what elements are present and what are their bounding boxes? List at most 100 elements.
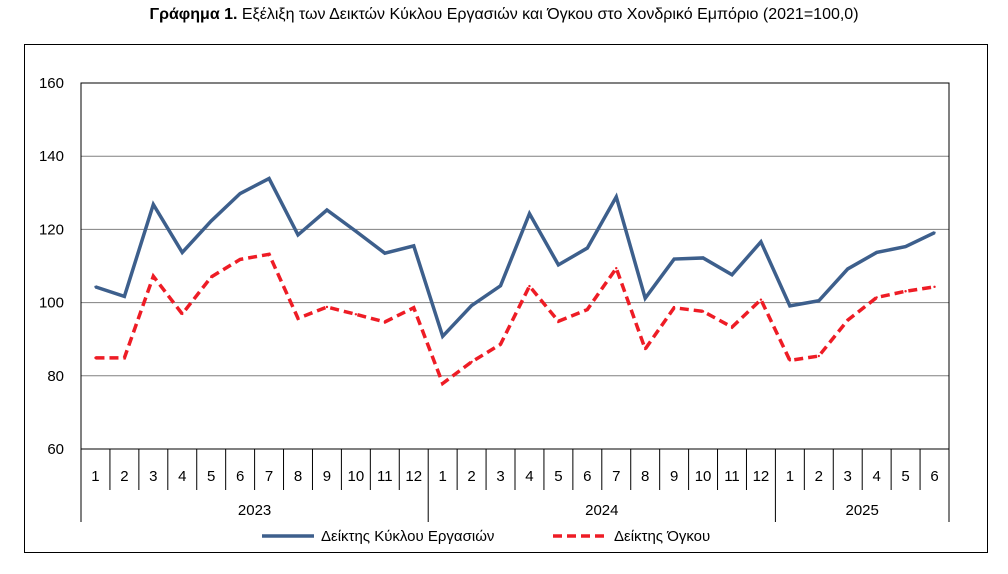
- data-point: [123, 295, 126, 298]
- data-point: [152, 275, 155, 278]
- x-tick-label: 10: [348, 468, 365, 485]
- x-tick-label: 5: [207, 468, 215, 485]
- data-point: [123, 356, 126, 360]
- data-point: [759, 298, 763, 301]
- data-point: [238, 258, 242, 261]
- x-tick-label: 1: [786, 468, 794, 485]
- x-tick-label: 9: [670, 468, 678, 485]
- data-point: [730, 325, 734, 329]
- data-point: [933, 285, 936, 289]
- x-tick-label: 1: [91, 468, 99, 485]
- x-tick-label: 4: [178, 468, 186, 485]
- data-point: [615, 266, 618, 270]
- data-point: [846, 318, 849, 322]
- y-tick-label: 80: [47, 368, 64, 385]
- data-point: [817, 299, 820, 302]
- year-label: 2024: [585, 502, 618, 519]
- data-point: [817, 354, 820, 358]
- data-point: [759, 240, 763, 244]
- data-point: [586, 308, 589, 311]
- data-point: [528, 284, 531, 288]
- series-line-2: [95, 252, 935, 387]
- x-tick-label: 5: [554, 468, 562, 485]
- data-point: [499, 343, 502, 346]
- x-tick-label: 7: [612, 468, 620, 485]
- data-point: [181, 312, 184, 316]
- data-point: [210, 219, 213, 223]
- data-point: [557, 320, 560, 323]
- x-tick-label: 12: [753, 468, 770, 485]
- chart-title: Γράφημα 1. Εξέλιξη των Δεικτών Κύκλου Ερ…: [0, 6, 1008, 24]
- plot-area: [80, 82, 950, 450]
- year-label: 2025: [846, 502, 879, 519]
- y-tick-label: 100: [39, 295, 64, 312]
- x-tick-label: 3: [149, 468, 157, 485]
- data-point: [875, 296, 878, 299]
- x-tick-label: 4: [872, 468, 880, 485]
- y-tick-label: 160: [39, 75, 64, 92]
- data-point: [354, 230, 358, 233]
- data-point: [354, 313, 358, 316]
- data-point: [470, 304, 473, 307]
- data-point: [499, 284, 502, 287]
- data-point: [181, 251, 184, 254]
- data-point: [788, 304, 792, 308]
- data-point: [557, 263, 560, 267]
- chart-title-bold: Γράφημα 1.: [149, 6, 238, 23]
- y-tick-label: 140: [39, 148, 64, 165]
- data-point: [875, 251, 878, 254]
- x-tick-label: 9: [323, 468, 331, 485]
- x-tick-label: 8: [294, 468, 302, 485]
- data-point: [586, 246, 589, 250]
- data-point: [325, 305, 329, 309]
- data-point: [788, 359, 792, 362]
- x-tick-label: 11: [377, 468, 393, 485]
- data-point: [267, 253, 271, 256]
- data-point: [470, 360, 473, 364]
- x-tick-label: 5: [901, 468, 909, 485]
- y-tick-label: 120: [39, 221, 64, 238]
- year-label: 2023: [238, 502, 271, 519]
- data-point: [701, 310, 705, 313]
- data-point: [412, 306, 415, 309]
- x-tick-label: 3: [844, 468, 852, 485]
- x-tick-label: 6: [583, 468, 591, 485]
- data-point: [94, 285, 97, 289]
- data-point: [904, 245, 907, 248]
- x-tick-label: 2: [815, 468, 823, 485]
- x-tick-label: 3: [496, 468, 504, 485]
- data-point: [325, 208, 329, 212]
- x-tick-label: 7: [265, 468, 273, 485]
- data-point: [615, 195, 618, 199]
- x-tick-label: 2: [467, 468, 475, 485]
- data-point: [672, 306, 676, 309]
- data-point: [296, 233, 300, 237]
- x-tick-label: 4: [525, 468, 533, 485]
- x-tick-label: 10: [695, 468, 712, 485]
- data-point: [94, 356, 97, 360]
- data-point: [267, 177, 271, 180]
- series-line-1: [94, 176, 936, 340]
- data-point: [441, 335, 444, 338]
- legend-label: Δείκτης Κύκλου Εργασιών: [321, 528, 494, 545]
- data-point: [152, 203, 155, 206]
- data-point: [644, 297, 647, 300]
- data-point: [383, 320, 386, 324]
- data-point: [210, 275, 213, 279]
- x-tick-label: 11: [724, 468, 740, 485]
- data-point: [701, 256, 705, 260]
- data-point: [412, 244, 415, 248]
- y-tick-label: 60: [47, 441, 64, 458]
- data-point: [672, 257, 676, 261]
- data-point: [528, 212, 531, 215]
- data-point: [904, 290, 907, 293]
- data-point: [383, 251, 386, 255]
- data-point: [933, 231, 936, 234]
- chart-title-text: Εξέλιξη των Δεικτών Κύκλου Εργασιών και …: [237, 6, 859, 23]
- data-point: [846, 267, 849, 271]
- x-tick-label: 1: [438, 468, 446, 485]
- x-tick-label: 6: [236, 468, 244, 485]
- data-point: [644, 347, 647, 351]
- x-tick-label: 6: [930, 468, 938, 485]
